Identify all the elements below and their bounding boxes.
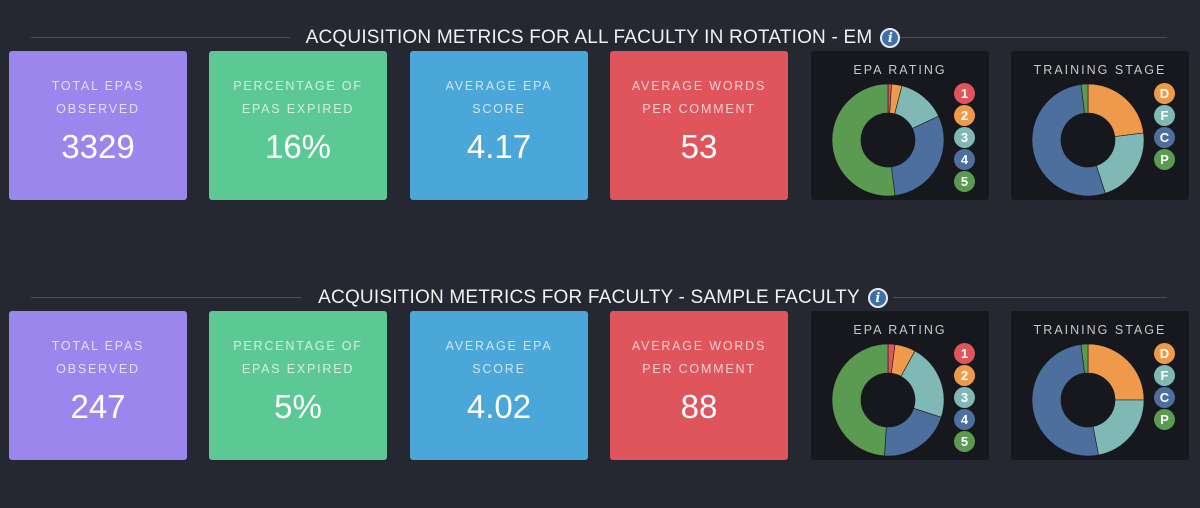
legend-item-3[interactable]: 3 bbox=[954, 387, 975, 408]
legend-item-4[interactable]: 4 bbox=[954, 409, 975, 430]
card-value: 3329 bbox=[61, 128, 135, 165]
legend-item-D[interactable]: D bbox=[1154, 83, 1175, 104]
panel-title: TRAINING STAGE bbox=[1033, 63, 1167, 77]
info-icon[interactable]: i bbox=[880, 28, 901, 48]
divider-left bbox=[31, 37, 291, 38]
section-header: ACQUISITION METRICS FOR ALL FACULTY IN R… bbox=[0, 18, 1200, 58]
card-value: 4.17 bbox=[466, 128, 532, 165]
section-title: ACQUISITION METRICS FOR ALL FACULTY IN R… bbox=[289, 27, 881, 49]
legend-item-2[interactable]: 2 bbox=[954, 365, 975, 386]
epa-rating-donut[interactable] bbox=[829, 81, 947, 199]
card-label: OBSERVED bbox=[56, 102, 140, 116]
card-label: EPAS EXPIRED bbox=[241, 102, 355, 116]
total-epas-card: TOTAL EPAS OBSERVED 3329 bbox=[9, 51, 187, 200]
card-label: PERCENTAGE OF bbox=[233, 339, 363, 353]
epa-rating-donut[interactable] bbox=[829, 341, 947, 459]
card-label: PER COMMENT bbox=[642, 102, 756, 116]
legend-item-D[interactable]: D bbox=[1154, 343, 1175, 364]
card-value: 4.02 bbox=[466, 388, 532, 425]
card-label: PER COMMENT bbox=[642, 362, 756, 376]
divider-right bbox=[893, 297, 1167, 298]
section-title: ACQUISITION METRICS FOR FACULTY - SAMPLE… bbox=[302, 287, 868, 309]
card-label: TOTAL EPAS bbox=[51, 339, 145, 353]
donut-segment-F[interactable] bbox=[1092, 399, 1145, 456]
card-label: OBSERVED bbox=[56, 362, 140, 376]
card-value: 5% bbox=[274, 388, 322, 425]
divider-right bbox=[880, 37, 1167, 38]
legend-item-1[interactable]: 1 bbox=[954, 83, 975, 104]
donut-segment-4[interactable] bbox=[891, 115, 945, 196]
legend-item-C[interactable]: C bbox=[1154, 387, 1175, 408]
legend-item-F[interactable]: F bbox=[1154, 365, 1175, 386]
percentage-expired-card: PERCENTAGE OF EPAS EXPIRED 16% bbox=[209, 51, 387, 200]
legend-item-1[interactable]: 1 bbox=[954, 343, 975, 364]
training-stage-donut[interactable] bbox=[1029, 81, 1147, 199]
card-label: AVERAGE WORDS bbox=[631, 79, 767, 93]
training-stage-donut[interactable] bbox=[1029, 341, 1147, 459]
donut-segment-5[interactable] bbox=[831, 343, 889, 457]
panel-title: EPA RATING bbox=[853, 63, 947, 77]
legend-item-F[interactable]: F bbox=[1154, 105, 1175, 126]
card-label: AVERAGE EPA bbox=[445, 339, 553, 353]
card-value: 16% bbox=[264, 128, 332, 165]
average-words-card: AVERAGE WORDS PER COMMENT 53 bbox=[610, 51, 788, 200]
donut-segment-P[interactable] bbox=[1080, 83, 1089, 114]
legend-item-4[interactable]: 4 bbox=[954, 149, 975, 170]
donut-segment-4[interactable] bbox=[884, 407, 942, 457]
legend-item-P[interactable]: P bbox=[1154, 409, 1175, 430]
average-words-card: AVERAGE WORDS PER COMMENT 88 bbox=[610, 311, 788, 460]
donut-segment-5[interactable] bbox=[831, 83, 896, 197]
section-header: ACQUISITION METRICS FOR FACULTY - SAMPLE… bbox=[0, 278, 1200, 318]
percentage-expired-card: PERCENTAGE OF EPAS EXPIRED 5% bbox=[209, 311, 387, 460]
donut-segment-F[interactable] bbox=[1095, 132, 1145, 194]
card-value: 247 bbox=[70, 388, 126, 425]
card-label: SCORE bbox=[472, 362, 526, 376]
donut-segment-D[interactable] bbox=[1087, 343, 1145, 401]
legend-item-5[interactable]: 5 bbox=[954, 171, 975, 192]
donut-segment-D[interactable] bbox=[1087, 83, 1144, 137]
card-label: PERCENTAGE OF bbox=[233, 79, 363, 93]
section-all-faculty: ACQUISITION METRICS FOR ALL FACULTY IN R… bbox=[0, 18, 1200, 248]
info-icon[interactable]: i bbox=[867, 288, 888, 308]
legend-item-P[interactable]: P bbox=[1154, 149, 1175, 170]
legend-item-2[interactable]: 2 bbox=[954, 105, 975, 126]
card-value: 88 bbox=[680, 388, 718, 425]
average-score-card: AVERAGE EPA SCORE 4.02 bbox=[410, 311, 588, 460]
legend-item-3[interactable]: 3 bbox=[954, 127, 975, 148]
card-label: AVERAGE EPA bbox=[445, 79, 553, 93]
legend-item-5[interactable]: 5 bbox=[954, 431, 975, 452]
card-label: AVERAGE WORDS bbox=[631, 339, 767, 353]
divider-left bbox=[31, 297, 301, 298]
section-sample-faculty: ACQUISITION METRICS FOR FACULTY - SAMPLE… bbox=[0, 278, 1200, 508]
card-label: SCORE bbox=[472, 102, 526, 116]
donut-segment-C[interactable] bbox=[1031, 344, 1099, 457]
average-score-card: AVERAGE EPA SCORE 4.17 bbox=[410, 51, 588, 200]
total-epas-card: TOTAL EPAS OBSERVED 247 bbox=[9, 311, 187, 460]
legend-item-C[interactable]: C bbox=[1154, 127, 1175, 148]
card-label: TOTAL EPAS bbox=[51, 79, 145, 93]
donut-segment-P[interactable] bbox=[1080, 343, 1089, 374]
donut-segment-C[interactable] bbox=[1031, 84, 1106, 197]
panel-title: EPA RATING bbox=[853, 323, 947, 337]
panel-title: TRAINING STAGE bbox=[1033, 323, 1167, 337]
card-value: 53 bbox=[680, 128, 718, 165]
card-label: EPAS EXPIRED bbox=[241, 362, 355, 376]
